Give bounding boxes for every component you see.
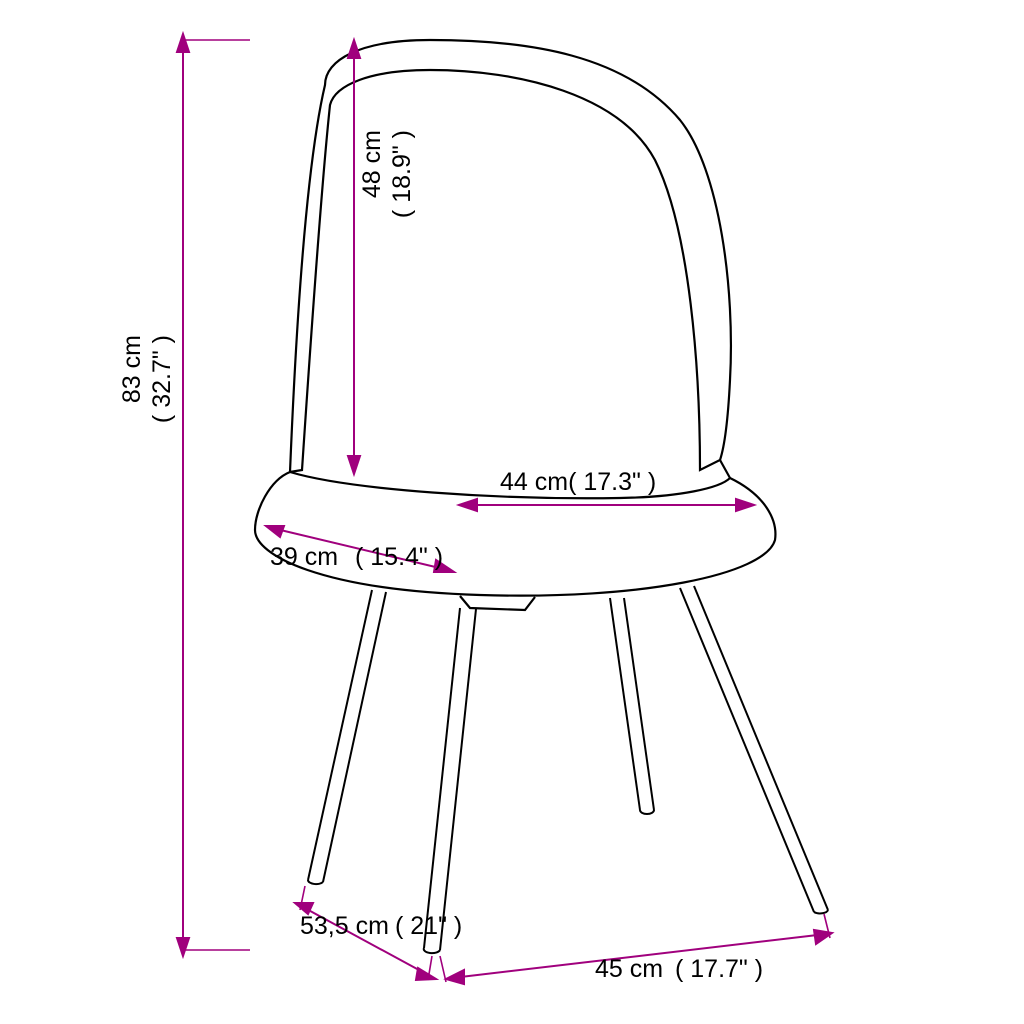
label-back-height-in: ( 18.9" ) — [388, 130, 417, 218]
label-width-cm: 45 cm — [595, 955, 663, 984]
label-back-height-cm: 48 cm — [358, 130, 387, 198]
label-overall-height-in: ( 32.7" ) — [148, 335, 177, 423]
label-seat-depth-cm: 39 cm — [270, 543, 338, 572]
label-depth-in: ( 21" ) — [395, 912, 462, 941]
dimension-diagram — [0, 0, 1024, 1024]
label-seat-width-cm: 44 cm( 17.3" ) — [500, 468, 656, 497]
dim-back-height — [348, 40, 360, 474]
chair-legs — [308, 586, 828, 953]
dim-overall-height — [177, 34, 250, 956]
label-width-in: ( 17.7" ) — [675, 955, 763, 984]
label-depth-cm: 53,5 cm — [300, 912, 389, 941]
dimension-lines — [177, 34, 832, 984]
label-overall-height-cm: 83 cm — [118, 335, 147, 403]
label-seat-depth-in: ( 15.4" ) — [355, 543, 443, 572]
dim-seat-width — [459, 499, 754, 511]
chair-outline — [255, 40, 775, 610]
